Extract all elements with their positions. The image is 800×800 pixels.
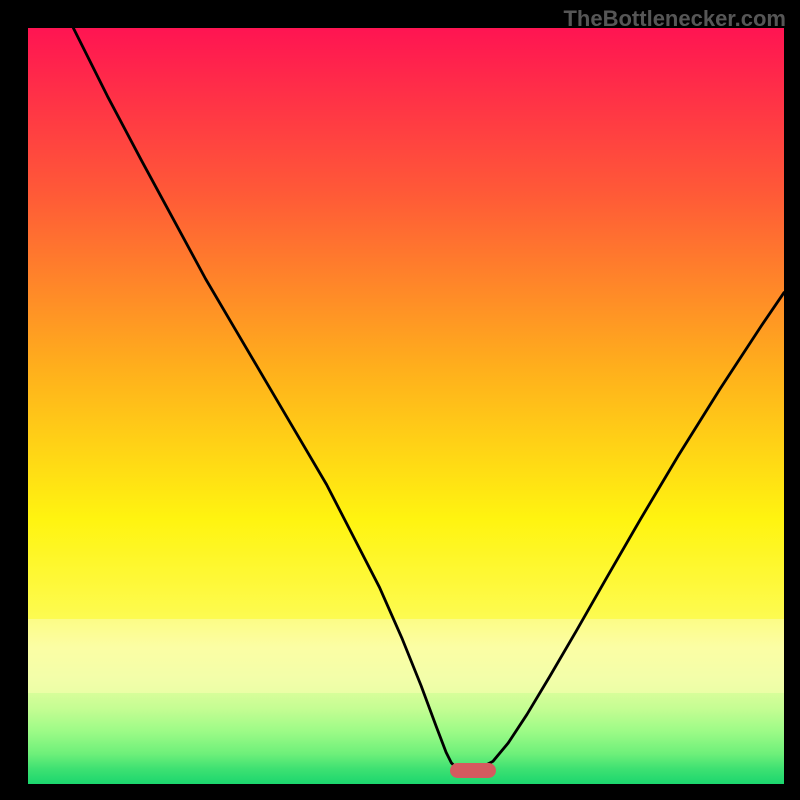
source-watermark: TheBottlenecker.com xyxy=(563,6,786,32)
bottleneck-curve xyxy=(28,28,784,784)
chart-frame xyxy=(28,28,784,784)
curve-minimum-marker xyxy=(450,763,496,778)
curve-path xyxy=(73,28,784,767)
